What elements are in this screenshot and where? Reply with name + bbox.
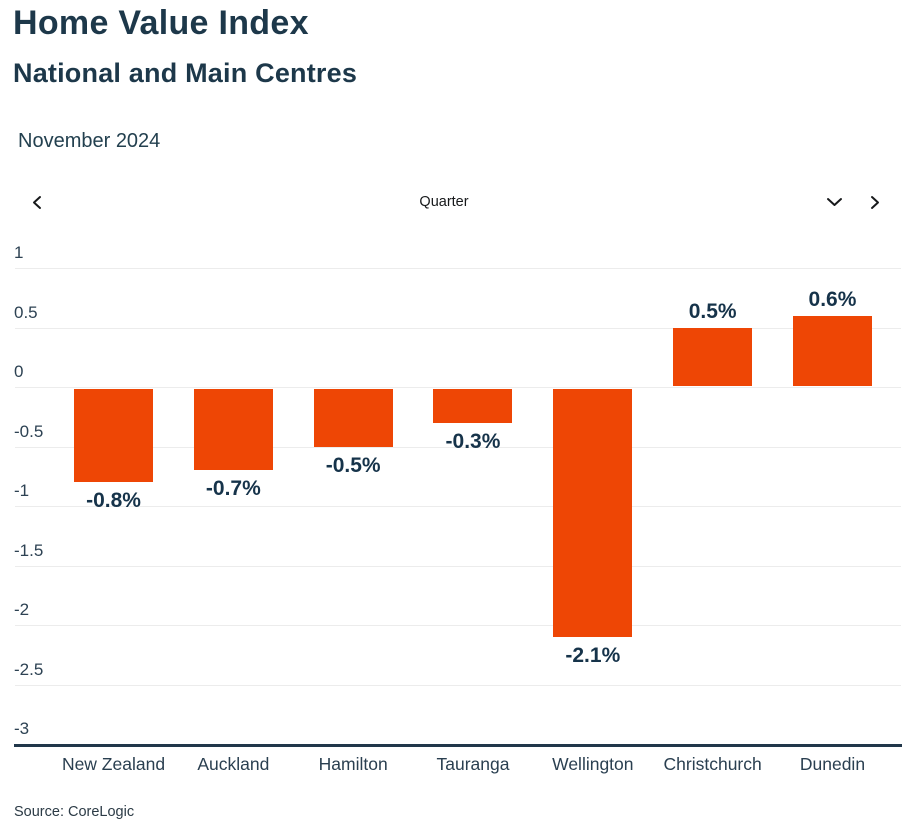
bar-auckland[interactable] — [193, 389, 273, 471]
gridline — [15, 268, 901, 269]
gridline — [15, 684, 901, 686]
y-axis-tick-label: -2.5 — [14, 659, 44, 679]
bar-value-label: -0.3% — [445, 429, 501, 453]
bar-value-label: -0.7% — [205, 477, 261, 501]
y-axis-tick-label: -1 — [14, 481, 30, 500]
x-axis-category-label: Dunedin — [799, 754, 866, 774]
y-axis-tick-label: -3 — [14, 719, 30, 738]
metric-dropdown-label[interactable]: Quarter — [419, 194, 469, 210]
next-period-button[interactable] — [862, 189, 888, 215]
metric-dropdown-button[interactable] — [821, 189, 847, 215]
period-label: November 2024 — [18, 130, 161, 152]
x-axis-category-label: Auckland — [197, 754, 270, 774]
page-title: Home Value Index — [13, 4, 309, 42]
y-axis-tick-label: 0.5 — [14, 302, 38, 322]
bar-tauranga[interactable] — [433, 389, 513, 423]
gridline — [15, 327, 901, 329]
x-axis-line — [14, 744, 902, 747]
chevron-left-icon — [32, 195, 41, 209]
bar-value-label: 0.5% — [688, 299, 737, 323]
gridline — [15, 387, 901, 388]
bar-value-label: 0.6% — [808, 287, 857, 311]
bar-christchurch[interactable] — [673, 327, 753, 386]
page-subtitle: National and Main Centres — [13, 58, 358, 88]
source-label: Source: CoreLogic — [14, 804, 135, 820]
bar-value-label: -0.8% — [86, 489, 141, 513]
gridline — [15, 565, 901, 567]
gridline — [15, 446, 901, 448]
y-axis-tick-label: 1 — [14, 243, 24, 262]
y-axis-tick-label: -2 — [14, 600, 30, 619]
x-axis-category-label: Christchurch — [663, 754, 762, 774]
y-axis-tick-label: 0 — [14, 362, 24, 381]
x-axis-category-label: Wellington — [552, 754, 634, 774]
bar-wellington[interactable] — [553, 389, 633, 637]
prev-period-button[interactable] — [23, 189, 49, 215]
bar-dunedin[interactable] — [792, 315, 872, 386]
y-axis-tick-label: -1.5 — [14, 540, 44, 560]
x-axis-category-label: Hamilton — [318, 754, 388, 774]
chevron-down-icon — [826, 198, 842, 206]
bar-value-label: -2.1% — [565, 643, 621, 667]
chevron-right-icon — [870, 195, 879, 209]
bar-value-label: -0.5% — [325, 453, 381, 477]
gridline — [15, 625, 901, 626]
gridline — [15, 506, 901, 507]
x-axis-category-label: New Zealand — [61, 754, 166, 774]
y-axis-tick-label: -0.5 — [14, 421, 44, 441]
bar-new-zealand[interactable] — [74, 389, 153, 483]
bar-hamilton[interactable] — [313, 389, 393, 447]
x-axis-category-label: Tauranga — [436, 754, 510, 774]
